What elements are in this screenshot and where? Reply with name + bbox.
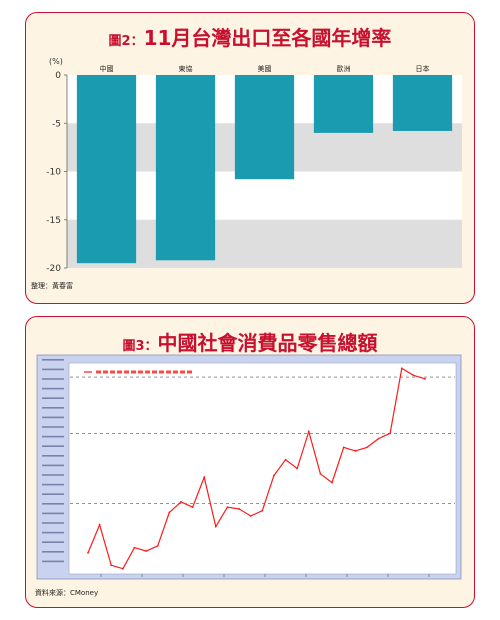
chart2-y-tick-mark [42,387,64,390]
legend-text-mark [96,370,101,374]
chart1-y-tick-label: -5 [52,119,61,129]
legend-text-mark [124,370,129,374]
legend-text-mark [131,370,136,374]
chart2-y-tick-mark [42,426,64,428]
chart2-y-tick-mark [42,483,64,486]
chart1-source: 整理：黃春富 [31,282,73,290]
chart1-y-tick-label: 0 [55,71,61,81]
chart1-y-tick-label: -20 [46,264,61,274]
legend-text-mark [180,370,185,374]
legend-text-mark [138,370,143,374]
bar [392,75,453,131]
chart2-title: 圖3：中國社會消費品零售總額 [26,327,474,356]
chart1-category-label: 東協 [179,64,193,73]
chart1-category-label: 中國 [100,64,114,73]
chart1-y-tick-label: -15 [46,216,61,226]
chart-panel-export-growth: 圖2：11月台灣出口至各國年增率 0 -5 -10 -15 -20 中國 東協 美國 歐洲 日本… [25,12,475,304]
chart2-y-tick-mark [42,435,64,438]
chart1-y-tick-label: -10 [46,168,61,178]
chart2-y-tick-mark [42,359,64,361]
chart2-y-tick-mark [42,503,64,505]
chart1-title-text: 11月台灣出口至各國年增率 [143,26,392,50]
chart2-y-tick-mark [42,551,64,553]
chart2-y-tick-mark [42,368,64,371]
legend-text-mark [166,370,171,374]
chart2-y-tick-mark [42,378,64,380]
chart2-y-tick-mark [42,560,64,563]
chart1-category-label: 歐洲 [337,64,351,73]
chart1-category-label: 美國 [258,64,272,73]
chart1-unit-label: (%) [49,57,63,66]
chart2-legend [84,370,192,374]
chart2-plot-area [68,362,457,575]
chart2-y-tick-mark [42,541,64,543]
chart1-title-prefix: 圖2： [108,34,144,49]
chart2-title-prefix: 圖3： [122,339,158,354]
chart2-y-tick-mark [42,464,64,467]
legend-text-mark [145,370,150,374]
chart2-y-tick-mark [42,407,64,409]
chart2-y-tick-mark [42,512,64,515]
line-chart [36,354,462,580]
chart2-title-text: 中國社會消費品零售總額 [157,331,378,355]
chart-panel-retail-sales: 圖3：中國社會消費品零售總額 資料來源：CMoney [25,316,475,608]
chart2-y-tick-mark [42,397,64,399]
legend-text-mark [159,370,164,374]
legend-text-mark [152,370,157,374]
chart2-y-tick-mark [42,474,64,476]
chart2-y-tick-mark [42,493,64,495]
chart1-category-label: 日本 [416,64,430,73]
bar [234,75,295,180]
chart2-y-tick-mark [42,531,64,534]
chart2-y-tick-mark [42,522,64,524]
bar [313,75,374,133]
legend-text-mark [117,370,122,374]
legend-text-mark [173,370,178,374]
legend-text-mark [110,370,115,374]
chart2-y-tick-mark [42,455,64,457]
bar [76,75,137,264]
chart2-y-tick-mark [42,445,64,447]
series-line [87,367,426,570]
chart2-source: 資料來源：CMoney [35,589,99,597]
chart2-y-tick-mark [42,416,64,419]
legend-text-mark [187,370,192,374]
chart1-title: 圖2：11月台灣出口至各國年增率 [26,22,474,51]
bar-chart: 0 -5 -10 -15 -20 中國 東協 美國 歐洲 日本 (%) [46,57,462,274]
bar [155,75,216,261]
legend-text-mark [103,370,108,374]
